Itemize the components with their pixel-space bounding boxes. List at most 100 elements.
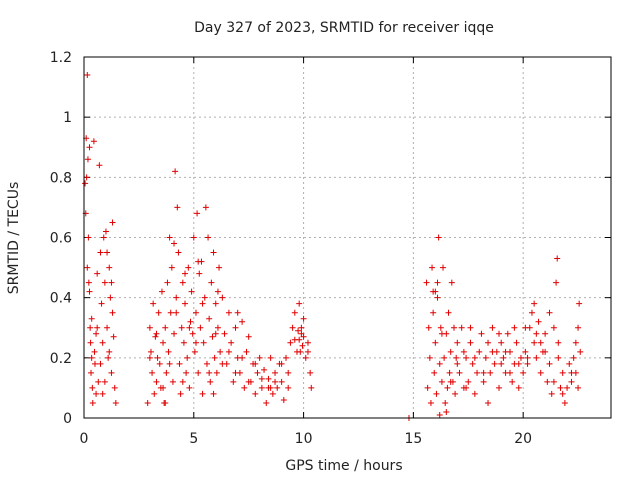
- data-point: [465, 378, 472, 385]
- data-point: [212, 300, 219, 307]
- data-point: [111, 384, 118, 391]
- data-point: [478, 330, 485, 337]
- data-point: [107, 294, 114, 301]
- data-point: [506, 369, 513, 376]
- data-point: [568, 378, 575, 385]
- data-point: [165, 348, 172, 355]
- data-point: [528, 309, 535, 316]
- data-point: [480, 369, 487, 376]
- data-point: [496, 384, 503, 391]
- data-point: [295, 327, 302, 334]
- data-point: [210, 249, 217, 256]
- data-point: [304, 339, 311, 346]
- data-point: [267, 384, 274, 391]
- data-point: [509, 378, 516, 385]
- data-point: [572, 339, 579, 346]
- data-point: [445, 309, 452, 316]
- data-point: [101, 279, 108, 286]
- data-point: [285, 369, 292, 376]
- data-point: [531, 300, 538, 307]
- data-point: [95, 378, 102, 385]
- data-point: [99, 339, 106, 346]
- data-point: [442, 399, 449, 406]
- data-point: [267, 354, 274, 361]
- data-point: [167, 309, 174, 316]
- data-point: [446, 369, 453, 376]
- data-point: [192, 309, 199, 316]
- data-point: [146, 324, 153, 331]
- data-point: [153, 330, 160, 337]
- data-point: [454, 339, 461, 346]
- data-point: [172, 168, 179, 175]
- data-point: [206, 315, 213, 322]
- data-point: [171, 330, 178, 337]
- data-point: [476, 348, 483, 355]
- x-tick-label: 20: [514, 431, 532, 447]
- data-point: [228, 339, 235, 346]
- data-point: [174, 204, 181, 211]
- data-point: [544, 378, 551, 385]
- data-point: [239, 354, 246, 361]
- data-point: [474, 369, 481, 376]
- data-point: [219, 294, 226, 301]
- data-point: [452, 390, 459, 397]
- data-point: [434, 294, 441, 301]
- data-point: [200, 339, 207, 346]
- data-point: [546, 360, 553, 367]
- data-point: [489, 348, 496, 355]
- data-point: [88, 354, 95, 361]
- data-point: [437, 324, 444, 331]
- data-point: [557, 384, 564, 391]
- data-point: [429, 264, 436, 271]
- data-point: [112, 399, 119, 406]
- data-point: [83, 174, 90, 181]
- data-point: [210, 390, 217, 397]
- data-point: [438, 330, 445, 337]
- data-point: [498, 360, 505, 367]
- data-point: [296, 336, 303, 343]
- data-point: [467, 339, 474, 346]
- y-tick-label: 0.8: [50, 170, 72, 186]
- data-point: [450, 324, 457, 331]
- data-point: [504, 330, 511, 337]
- data-point: [485, 339, 492, 346]
- data-point: [164, 279, 171, 286]
- data-point: [180, 339, 187, 346]
- data-point: [447, 348, 454, 355]
- data-point: [443, 408, 450, 415]
- data-point: [151, 390, 158, 397]
- data-point: [432, 339, 439, 346]
- data-point: [184, 354, 191, 361]
- data-point: [173, 309, 180, 316]
- data-point: [232, 324, 239, 331]
- data-point: [285, 384, 292, 391]
- data-point: [447, 378, 454, 385]
- data-point: [278, 360, 285, 367]
- data-point: [500, 354, 507, 361]
- data-point: [110, 333, 117, 340]
- data-point: [189, 330, 196, 337]
- data-point: [91, 348, 98, 355]
- data-point: [97, 360, 104, 367]
- data-point: [454, 360, 461, 367]
- data-point: [208, 279, 215, 286]
- data-point: [287, 339, 294, 346]
- data-point: [575, 384, 582, 391]
- data-point: [234, 309, 241, 316]
- data-point: [183, 369, 190, 376]
- data-point: [101, 378, 108, 385]
- data-point: [550, 378, 557, 385]
- data-point: [491, 360, 498, 367]
- data-point: [300, 315, 307, 322]
- data-point: [82, 180, 89, 187]
- data-point: [502, 348, 509, 355]
- x-axis-label: GPS time / hours: [285, 458, 402, 474]
- data-point: [269, 390, 276, 397]
- data-point: [217, 348, 224, 355]
- data-point: [84, 156, 91, 163]
- data-point: [187, 318, 194, 325]
- data-point: [298, 324, 305, 331]
- data-point: [86, 288, 93, 295]
- axis-ticks: [83, 56, 611, 419]
- data-point: [207, 378, 214, 385]
